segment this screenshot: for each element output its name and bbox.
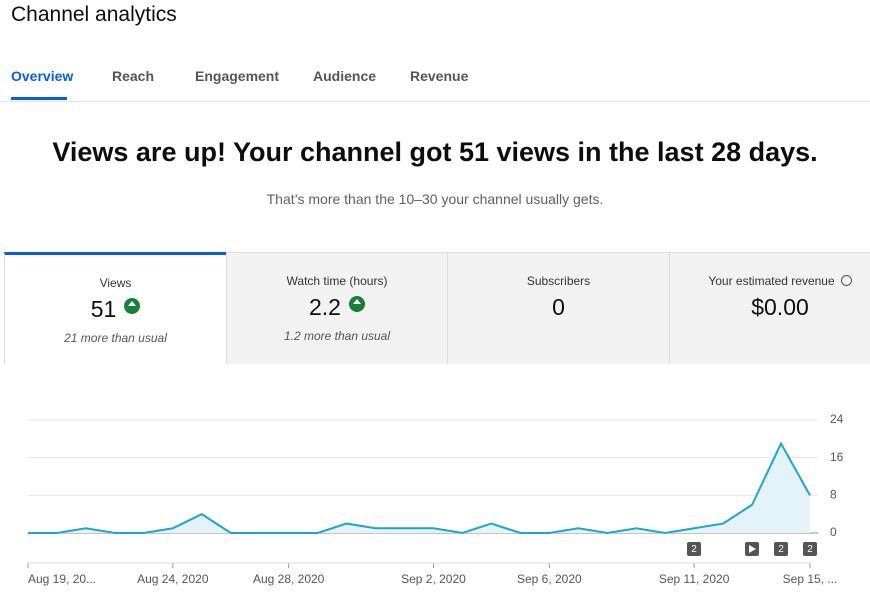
info-icon[interactable] xyxy=(840,275,852,286)
y-tick-label: 16 xyxy=(830,450,844,464)
card-note: 1.2 more than usual xyxy=(283,329,391,343)
tab[interactable]: Reach xyxy=(112,68,155,84)
card-label: Subscribers xyxy=(526,274,591,288)
metric-card[interactable]: Views 51 21 more than usual xyxy=(4,252,226,364)
x-tick-label: Sep 11, 2020 xyxy=(659,572,730,586)
card-value-text: 2.2 xyxy=(309,294,341,320)
up-icon xyxy=(124,298,141,314)
tab[interactable]: Overview xyxy=(11,68,74,84)
marker-box xyxy=(687,542,701,556)
marker-box xyxy=(774,542,788,556)
metric-card[interactable]: Subscribers 0 xyxy=(447,253,669,364)
x-tick-label: Aug 24, 2020 xyxy=(137,572,209,586)
page-title: Channel analytics xyxy=(11,3,177,26)
marker-label: 2 xyxy=(691,544,697,555)
line xyxy=(28,441,811,535)
headline: Views are up! Your channel got 51 views … xyxy=(52,137,818,167)
tab[interactable]: Engagement xyxy=(195,68,280,84)
card-label: Views xyxy=(99,276,132,290)
card-value: $0.00 xyxy=(670,294,870,321)
card-value: 51 xyxy=(5,296,226,323)
card-label: Watch time (hours) xyxy=(286,274,388,288)
x-tick-label: Sep 2, 2020 xyxy=(401,572,466,586)
tab-underline xyxy=(11,97,67,100)
marker-label: 2 xyxy=(807,544,813,555)
tab-bar: Overview Reach Engagement Audience Revenue xyxy=(0,68,870,102)
marker-label: 2 xyxy=(778,544,784,555)
card-value-text: 51 xyxy=(90,296,117,322)
event-marker: 2 xyxy=(687,542,701,556)
y-tick-label: 24 xyxy=(830,412,844,426)
event-marker: 2 xyxy=(803,542,817,556)
event-marker: 2 xyxy=(774,542,788,556)
x-tick-label: Sep 15, ... xyxy=(783,572,838,586)
card-label: Your estimated revenue xyxy=(670,274,870,288)
y-tick-label: 8 xyxy=(830,488,837,502)
play-icon xyxy=(749,545,756,553)
x-tick-label: Aug 19, 20... xyxy=(28,572,96,586)
x-tick-label: Sep 6, 2020 xyxy=(517,572,582,586)
metric-cards: Views 51 21 more than usual Watch time (hou… xyxy=(4,252,870,364)
area xyxy=(28,443,810,533)
metric-card[interactable]: Watch time (hours) 2.2 1.2 more than usual xyxy=(225,253,448,364)
tab[interactable]: Revenue xyxy=(410,68,469,84)
metric-card[interactable]: Your estimated revenue $0.00 xyxy=(668,253,870,364)
x-tick-label: Aug 28, 2020 xyxy=(253,572,325,586)
y-tick-label: 0 xyxy=(830,525,837,539)
up-icon xyxy=(348,296,365,312)
card-value-text: $0.00 xyxy=(751,294,809,320)
card-value: 0 xyxy=(448,294,669,321)
card-value: 2.2 xyxy=(227,294,448,321)
chart: 0 8 16 24 Aug 19, 20... Aug 24, 2020 Aug 28, 2… xyxy=(27,412,844,586)
card-note: 21 more than usual xyxy=(64,331,167,345)
subline: That’s more than the 10–30 your channel … xyxy=(266,191,604,207)
marker-box xyxy=(803,542,817,556)
tab[interactable]: Audience xyxy=(313,68,377,84)
card-value-text: 0 xyxy=(552,294,565,320)
